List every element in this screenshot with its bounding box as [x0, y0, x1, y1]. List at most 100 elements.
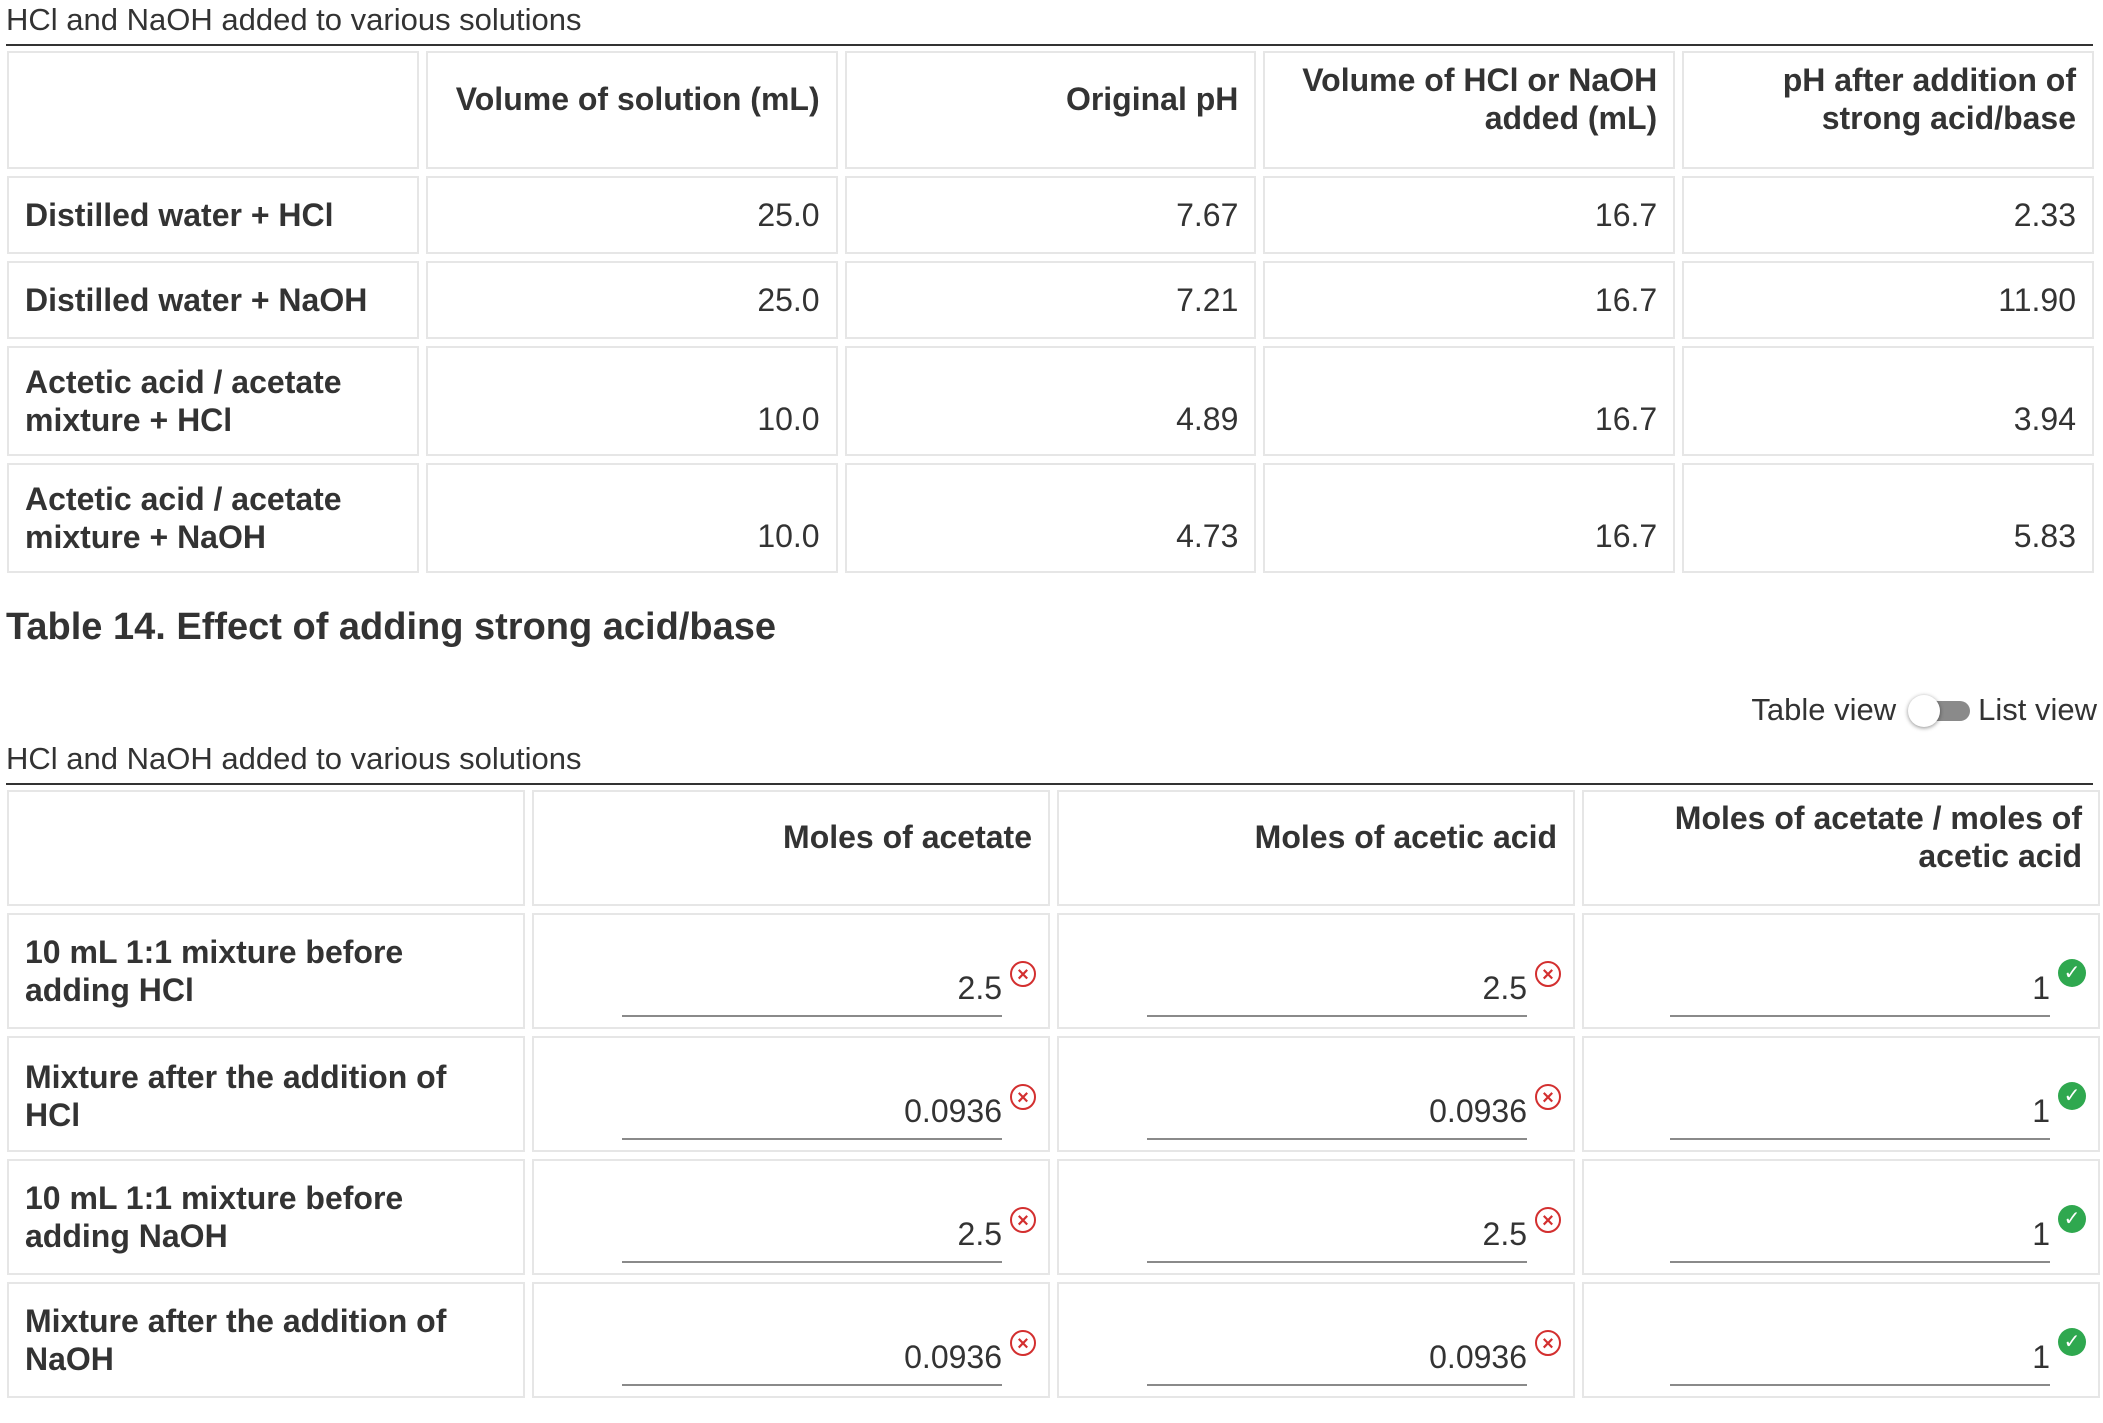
- table13-header-ph-after: pH after addition of strong acid/base: [1682, 51, 2094, 169]
- x-circle-icon: ×: [1010, 1207, 1036, 1233]
- answer-input-wrap: 0.0936 ×: [622, 1084, 1036, 1140]
- cell-value: 7.21: [844, 261, 1257, 339]
- row-label: Mixture after the addition of NaOH: [7, 1282, 525, 1398]
- toggle-knob[interactable]: [1908, 695, 1941, 727]
- check-circle-icon: ✓: [2058, 1205, 2086, 1233]
- table-row: Mixture after the addition of HCl 0.0936…: [7, 1036, 2100, 1152]
- x-circle-icon: ×: [1535, 1084, 1561, 1110]
- input-cell: 0.0936 ×: [1057, 1282, 1575, 1398]
- table14-rule: [6, 783, 2093, 785]
- cell-value: 4.89: [844, 346, 1257, 456]
- moles-acetic-acid-input[interactable]: 2.5: [1147, 970, 1527, 1017]
- table13-rule: [6, 44, 2093, 46]
- moles-acetic-acid-input[interactable]: 0.0936: [1147, 1093, 1527, 1140]
- moles-acetate-input[interactable]: 2.5: [622, 970, 1002, 1017]
- moles-acetate-input[interactable]: 0.0936: [622, 1339, 1002, 1386]
- x-circle-icon: ×: [1535, 1330, 1561, 1356]
- table-row: Distilled water + NaOH 25.0 7.21 16.7 11…: [7, 261, 2094, 339]
- cell-value: 25.0: [425, 261, 838, 339]
- answer-input-wrap: 1 ✓: [1670, 1328, 2086, 1386]
- table13-caption: HCl and NaOH added to various solutions: [6, 2, 582, 37]
- cell-value: 16.7: [1263, 346, 1676, 456]
- ratio-input[interactable]: 1: [1670, 1216, 2050, 1263]
- cell-value: 10.0: [425, 463, 838, 573]
- input-cell: 2.5 ×: [532, 1159, 1050, 1275]
- table13-header-volume-added: Volume of HCl or NaOH added (mL): [1263, 51, 1676, 169]
- table-row: 10 mL 1:1 mixture before adding HCl 2.5 …: [7, 913, 2100, 1029]
- cell-value: 2.33: [1682, 176, 2094, 254]
- x-circle-icon: ×: [1010, 1084, 1036, 1110]
- input-cell: 1 ✓: [1582, 1159, 2100, 1275]
- input-cell: 1 ✓: [1582, 1036, 2100, 1152]
- table13-header-0: [7, 51, 419, 169]
- cell-value: 10.0: [425, 346, 838, 456]
- row-label: Actetic acid / acetate mixture + HCl: [7, 346, 419, 456]
- check-circle-icon: ✓: [2058, 1082, 2086, 1110]
- cell-value: 25.0: [425, 176, 838, 254]
- cell-value: 11.90: [1682, 261, 2094, 339]
- answer-input-wrap: 1 ✓: [1670, 959, 2086, 1017]
- row-label: Distilled water + NaOH: [7, 261, 419, 339]
- row-label: 10 mL 1:1 mixture before adding HCl: [7, 913, 525, 1029]
- x-circle-icon: ×: [1010, 961, 1036, 987]
- table14-header-0: [7, 790, 525, 906]
- cell-value: 16.7: [1263, 176, 1676, 254]
- ratio-input[interactable]: 1: [1670, 1339, 2050, 1386]
- moles-acetic-acid-input[interactable]: 2.5: [1147, 1216, 1527, 1263]
- answer-input-wrap: 2.5 ×: [622, 1207, 1036, 1263]
- moles-acetate-input[interactable]: 2.5: [622, 1216, 1002, 1263]
- answer-input-wrap: 0.0936 ×: [1147, 1084, 1561, 1140]
- table14-header-moles-acetic-acid: Moles of acetic acid: [1057, 790, 1575, 906]
- moles-acetic-acid-input[interactable]: 0.0936: [1147, 1339, 1527, 1386]
- input-cell: 1 ✓: [1582, 1282, 2100, 1398]
- cell-value: 7.67: [844, 176, 1257, 254]
- table13-header-row: Volume of solution (mL) Original pH Volu…: [7, 51, 2094, 169]
- row-label: Actetic acid / acetate mixture + NaOH: [7, 463, 419, 573]
- table13-header-volume: Volume of solution (mL): [425, 51, 838, 169]
- cell-value: 4.73: [844, 463, 1257, 573]
- table13: Volume of solution (mL) Original pH Volu…: [0, 44, 2101, 580]
- x-circle-icon: ×: [1535, 961, 1561, 987]
- answer-input-wrap: 0.0936 ×: [1147, 1330, 1561, 1386]
- table-view-label[interactable]: Table view: [1751, 692, 1897, 727]
- ratio-input[interactable]: 1: [1670, 1093, 2050, 1140]
- view-toggle-switch[interactable]: [1908, 695, 1971, 727]
- cell-value: 16.7: [1263, 463, 1676, 573]
- table-row: Actetic acid / acetate mixture + NaOH 10…: [7, 463, 2094, 573]
- table-row: Distilled water + HCl 25.0 7.67 16.7 2.3…: [7, 176, 2094, 254]
- cell-value: 3.94: [1682, 346, 2094, 456]
- list-view-label[interactable]: List view: [1978, 692, 2097, 727]
- input-cell: 0.0936 ×: [532, 1036, 1050, 1152]
- table14-header-moles-acetate: Moles of acetate: [532, 790, 1050, 906]
- cell-value: 16.7: [1263, 261, 1676, 339]
- input-cell: 2.5 ×: [1057, 913, 1575, 1029]
- row-label: 10 mL 1:1 mixture before adding NaOH: [7, 1159, 525, 1275]
- answer-input-wrap: 0.0936 ×: [622, 1330, 1036, 1386]
- row-label: Distilled water + HCl: [7, 176, 419, 254]
- table-row: 10 mL 1:1 mixture before adding NaOH 2.5…: [7, 1159, 2100, 1275]
- answer-input-wrap: 2.5 ×: [622, 961, 1036, 1017]
- input-cell: 2.5 ×: [532, 913, 1050, 1029]
- moles-acetate-input[interactable]: 0.0936: [622, 1093, 1002, 1140]
- answer-input-wrap: 2.5 ×: [1147, 1207, 1561, 1263]
- ratio-input[interactable]: 1: [1670, 970, 2050, 1017]
- table14-header-row: Moles of acetate Moles of acetic acid Mo…: [7, 790, 2100, 906]
- input-cell: 0.0936 ×: [532, 1282, 1050, 1398]
- check-circle-icon: ✓: [2058, 959, 2086, 987]
- table14-caption: HCl and NaOH added to various solutions: [6, 741, 582, 776]
- input-cell: 2.5 ×: [1057, 1159, 1575, 1275]
- answer-input-wrap: 1 ✓: [1670, 1205, 2086, 1263]
- answer-input-wrap: 2.5 ×: [1147, 961, 1561, 1017]
- row-label: Mixture after the addition of HCl: [7, 1036, 525, 1152]
- check-circle-icon: ✓: [2058, 1328, 2086, 1356]
- x-circle-icon: ×: [1010, 1330, 1036, 1356]
- table13-header-original-ph: Original pH: [844, 51, 1257, 169]
- table14: Moles of acetate Moles of acetic acid Mo…: [0, 783, 2103, 1405]
- table14-title: Table 14. Effect of adding strong acid/b…: [6, 606, 777, 648]
- x-circle-icon: ×: [1535, 1207, 1561, 1233]
- input-cell: 0.0936 ×: [1057, 1036, 1575, 1152]
- input-cell: 1 ✓: [1582, 913, 2100, 1029]
- table14-header-ratio: Moles of acetate / moles of acetic acid: [1582, 790, 2100, 906]
- answer-input-wrap: 1 ✓: [1670, 1082, 2086, 1140]
- table-row: Actetic acid / acetate mixture + HCl 10.…: [7, 346, 2094, 456]
